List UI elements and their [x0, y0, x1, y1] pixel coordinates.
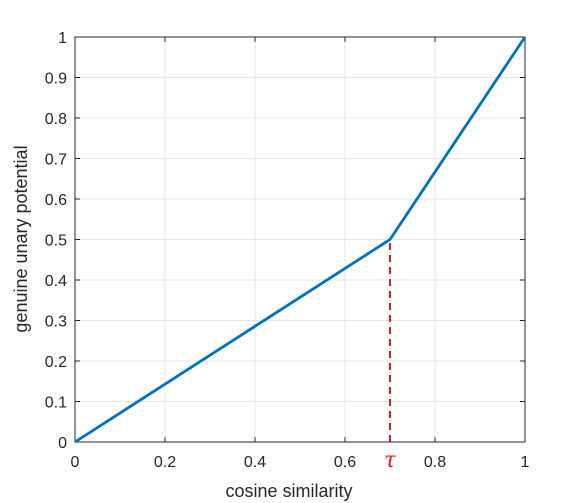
y-tick-label: 0.6: [45, 192, 67, 209]
x-tick-label: 0.8: [424, 454, 446, 471]
y-tick-label: 0.4: [45, 273, 67, 290]
annotations: τ: [384, 239, 397, 473]
x-tick-label: 0: [71, 454, 80, 471]
y-tick-label: 0.7: [45, 152, 67, 169]
x-tick-label: 0.2: [154, 454, 176, 471]
y-tick-label: 1: [58, 30, 67, 47]
x-axis-label: cosine similarity: [225, 481, 352, 501]
x-tick-label: 1: [521, 454, 530, 471]
y-tick-label: 0.3: [45, 314, 67, 331]
series: [74, 36, 527, 444]
y-tick-label: 0: [58, 435, 67, 452]
x-tick-label: 0.4: [244, 454, 266, 471]
y-tick-label: 0.1: [45, 395, 67, 412]
y-tick-label: 0.5: [45, 233, 67, 250]
grid: [74, 36, 526, 443]
y-tick-label: 0.2: [45, 354, 67, 371]
y-axis-label: genuine unary potential: [11, 145, 31, 332]
tau-label: τ: [384, 448, 397, 473]
y-tick-label: 0.8: [45, 111, 67, 128]
tick-labels: 0 0.2 0.4 0.6 0.8 1 0 0.1 0.2 0.3 0.4 0.5 0.6 0.7 0.8 0…: [45, 30, 530, 471]
y-tick-label: 0.9: [45, 71, 67, 88]
series-line: [74, 36, 527, 444]
x-tick-label: 0.6: [334, 454, 356, 471]
